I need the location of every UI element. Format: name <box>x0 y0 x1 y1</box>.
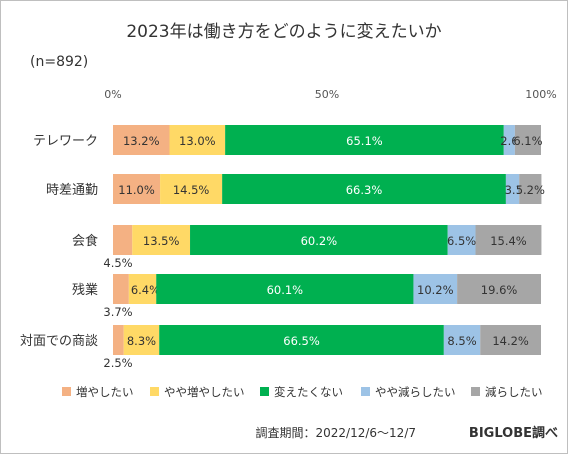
data-label: 66.3% <box>346 183 383 197</box>
x-tick-label: 50% <box>315 88 339 101</box>
legend-label: やや減らしたい <box>375 385 456 399</box>
survey-period: 調査期間：2022/12/6〜12/7 <box>256 426 416 440</box>
data-label: 13.2% <box>123 134 160 148</box>
data-label: 19.6% <box>481 283 518 297</box>
data-label: 8.3% <box>127 334 156 348</box>
bar-segment <box>519 174 542 204</box>
bar-segment <box>113 225 133 255</box>
data-label: 11.0% <box>118 183 155 197</box>
data-label: 10.2% <box>417 283 454 297</box>
data-label: 6.1% <box>513 134 542 148</box>
bar-segment <box>132 225 191 255</box>
category-label: 時差通勤 <box>46 183 98 198</box>
data-label: 2.5% <box>103 356 132 370</box>
bar-segment <box>128 274 157 304</box>
bar-segment <box>113 274 129 304</box>
category-label: 対面での商談 <box>20 333 98 349</box>
bar-segment <box>169 125 226 155</box>
legend: 増やしたい やや増やしたい 変えたくない やや減らしたい 減らしたい <box>62 385 543 399</box>
legend-swatch <box>62 387 71 396</box>
bar-segment <box>113 325 124 355</box>
bars: テレワーク13.2%13.0%65.1%2.6%6.1%時差通勤11.0%14.… <box>20 125 545 370</box>
legend-swatch <box>361 387 370 396</box>
data-label: 6.5% <box>447 234 476 248</box>
legend-swatch <box>150 387 159 396</box>
bar-segment <box>222 174 506 204</box>
bar-segment <box>113 174 161 204</box>
legend-swatch <box>260 387 269 396</box>
legend-label: 減らしたい <box>485 385 543 399</box>
chart-subtitle: (n=892) <box>30 54 88 70</box>
x-tick-label: 0% <box>104 88 121 101</box>
bar-segment <box>413 274 458 304</box>
data-label: 3.7% <box>103 305 132 319</box>
bar-segment <box>503 125 515 155</box>
data-label: 13.0% <box>179 134 216 148</box>
legend-label: 変えたくない <box>274 385 343 399</box>
legend-label: 増やしたい <box>76 385 134 399</box>
data-label: 14.5% <box>173 183 210 197</box>
bar-segment <box>160 174 223 204</box>
legend-label: やや増やしたい <box>164 385 245 399</box>
bar-segment <box>113 125 170 155</box>
data-label: 15.4% <box>490 234 527 248</box>
bar-segment <box>480 325 541 355</box>
data-label: 5.2% <box>516 183 545 197</box>
data-label: 14.2% <box>492 334 529 348</box>
data-label: 6.4% <box>131 283 160 297</box>
data-label: 66.5% <box>283 334 320 348</box>
bar-segment <box>447 225 476 255</box>
data-label: 60.2% <box>301 234 338 248</box>
x-tick-label: 100% <box>525 88 556 101</box>
chart-title: 2023年は働き方をどのように変えたいか <box>126 22 441 42</box>
bar-segment <box>514 125 541 155</box>
x-axis-ticks: 0% 50% 100% <box>104 88 556 101</box>
bar-segment <box>123 325 160 355</box>
bar-segment <box>225 125 504 155</box>
bar-segment <box>505 174 520 204</box>
data-label: 60.1% <box>267 283 304 297</box>
bar-segment <box>159 325 444 355</box>
category-label: テレワーク <box>33 134 98 149</box>
bar-segment <box>190 225 448 255</box>
data-label: 13.5% <box>143 234 180 248</box>
category-label: 残業 <box>72 282 98 298</box>
category-label: 会食 <box>72 233 98 249</box>
data-label: 65.1% <box>346 134 383 148</box>
source-credit: BIGLOBE調べ <box>469 425 558 441</box>
legend-swatch <box>471 387 480 396</box>
data-label: 4.5% <box>103 256 132 270</box>
data-label: 8.5% <box>447 334 476 348</box>
bar-segment <box>457 274 541 304</box>
bar-segment <box>443 325 481 355</box>
bar-segment <box>156 274 414 304</box>
bar-segment <box>475 225 542 255</box>
